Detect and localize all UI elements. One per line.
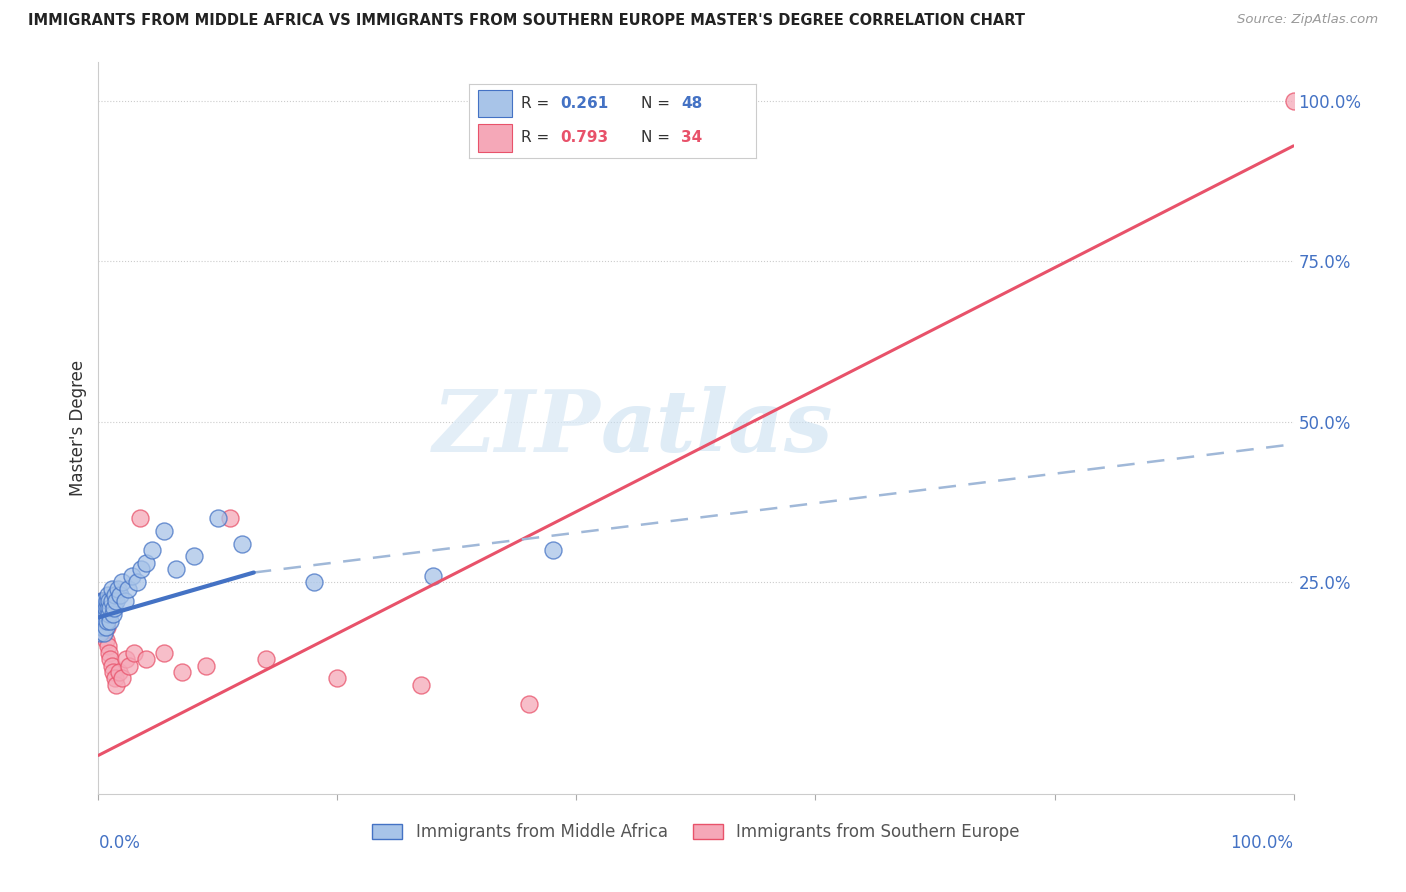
Point: [108, 588, 131, 602]
Point: [93, 600, 115, 615]
Point: [165, 562, 187, 576]
Point: [121, 568, 143, 582]
Text: 100.0%: 100.0%: [1230, 834, 1294, 852]
Point: [114, 594, 136, 608]
Point: [94, 600, 117, 615]
Point: [111, 575, 134, 590]
Point: [141, 543, 163, 558]
Point: [91, 607, 114, 622]
Text: IMMIGRANTS FROM MIDDLE AFRICA VS IMMIGRANTS FROM SOUTHERN EUROPE MASTER'S DEGREE: IMMIGRANTS FROM MIDDLE AFRICA VS IMMIGRA…: [28, 13, 1025, 29]
Point: [98, 614, 122, 628]
Text: 0.0%: 0.0%: [98, 834, 141, 852]
Point: [411, 678, 433, 692]
Point: [96, 620, 118, 634]
Point: [107, 582, 129, 596]
Point: [135, 652, 157, 666]
Point: [98, 594, 121, 608]
Text: ZIP: ZIP: [433, 386, 600, 470]
Point: [91, 607, 114, 622]
Point: [131, 562, 153, 576]
Point: [105, 678, 128, 692]
Point: [97, 640, 120, 654]
Point: [94, 632, 117, 647]
Point: [89, 626, 111, 640]
Point: [94, 607, 117, 622]
Point: [254, 652, 277, 666]
Point: [91, 600, 114, 615]
Point: [91, 594, 114, 608]
Legend: Immigrants from Middle Africa, Immigrants from Southern Europe: Immigrants from Middle Africa, Immigrant…: [366, 816, 1026, 847]
Point: [115, 652, 138, 666]
Point: [125, 575, 148, 590]
Point: [94, 620, 117, 634]
Point: [1282, 94, 1305, 108]
Point: [98, 646, 121, 660]
Point: [118, 658, 141, 673]
Point: [93, 620, 115, 634]
Point: [302, 575, 325, 590]
Point: [183, 549, 205, 564]
Text: Source: ZipAtlas.com: Source: ZipAtlas.com: [1237, 13, 1378, 27]
Y-axis label: Master's Degree: Master's Degree: [69, 360, 87, 496]
Point: [96, 614, 118, 628]
Point: [97, 588, 120, 602]
Point: [93, 626, 115, 640]
Point: [98, 600, 122, 615]
Point: [135, 556, 157, 570]
Point: [90, 620, 112, 634]
Point: [97, 600, 120, 615]
Point: [153, 646, 176, 660]
Point: [94, 614, 117, 628]
Point: [104, 672, 127, 686]
Point: [98, 652, 122, 666]
Point: [195, 658, 218, 673]
Point: [129, 511, 152, 525]
Point: [101, 665, 124, 679]
Point: [111, 672, 134, 686]
Point: [541, 543, 564, 558]
Point: [231, 536, 253, 550]
Point: [100, 594, 122, 608]
Point: [326, 672, 349, 686]
Point: [91, 607, 114, 622]
Point: [91, 626, 114, 640]
Point: [93, 594, 115, 608]
Point: [103, 600, 125, 615]
Point: [517, 697, 540, 711]
Point: [219, 511, 242, 525]
Point: [90, 594, 112, 608]
Point: [93, 600, 115, 615]
Point: [101, 607, 124, 622]
Point: [117, 582, 139, 596]
Text: atlas: atlas: [600, 386, 832, 470]
Point: [104, 588, 127, 602]
Point: [91, 594, 114, 608]
Point: [422, 568, 444, 582]
Point: [172, 665, 194, 679]
Point: [153, 524, 176, 538]
Point: [91, 620, 114, 634]
Point: [107, 665, 129, 679]
Point: [100, 582, 122, 596]
Point: [90, 607, 112, 622]
Point: [89, 620, 111, 634]
Point: [100, 658, 122, 673]
Point: [96, 594, 118, 608]
Point: [207, 511, 229, 525]
Point: [105, 594, 128, 608]
Point: [98, 607, 121, 622]
Point: [124, 646, 146, 660]
Point: [91, 614, 114, 628]
Point: [93, 614, 115, 628]
Point: [91, 614, 114, 628]
